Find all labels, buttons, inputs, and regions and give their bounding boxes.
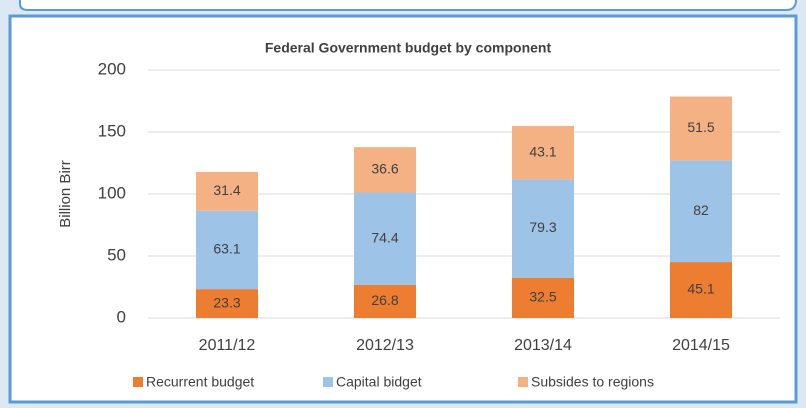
bar-segment bbox=[196, 289, 258, 318]
bar-segment bbox=[196, 210, 258, 290]
bar-segment bbox=[670, 160, 732, 263]
bar-segment bbox=[512, 125, 574, 180]
x-tick-label: 2013/14 bbox=[514, 337, 572, 354]
y-tick-label: 150 bbox=[98, 121, 126, 140]
x-tick-label: 2012/13 bbox=[356, 337, 414, 354]
y-tick-label: 50 bbox=[107, 245, 126, 264]
data-label: 43.1 bbox=[529, 143, 556, 159]
data-label: 26.8 bbox=[371, 292, 398, 308]
legend-label: Recurrent budget bbox=[146, 374, 254, 390]
legend-label: Capital bidget bbox=[336, 374, 422, 390]
data-label: 51.5 bbox=[687, 119, 714, 135]
bar-segment bbox=[512, 277, 574, 318]
legend-label: Subsides to regions bbox=[531, 374, 654, 390]
data-label: 82 bbox=[693, 202, 709, 218]
data-label: 32.5 bbox=[529, 289, 556, 305]
y-tick-label: 200 bbox=[98, 59, 126, 78]
data-label: 74.4 bbox=[371, 229, 398, 245]
legend-swatch bbox=[133, 377, 143, 387]
chart-title: Federal Government budget by component bbox=[265, 40, 552, 56]
x-tick-label: 2011/12 bbox=[199, 337, 256, 354]
data-label: 45.1 bbox=[687, 281, 714, 297]
data-label: 63.1 bbox=[213, 241, 240, 257]
bar-segment bbox=[196, 171, 258, 211]
bar-segment bbox=[354, 147, 416, 193]
y-tick-label: 100 bbox=[98, 183, 126, 202]
top-panel bbox=[19, 0, 797, 11]
bar-segment bbox=[670, 96, 732, 161]
data-label: 79.3 bbox=[529, 219, 556, 235]
legend-swatch bbox=[518, 377, 528, 387]
x-tick-label: 2014/15 bbox=[672, 337, 730, 354]
data-label: 23.3 bbox=[213, 294, 240, 310]
y-axis-label: Billion Birr bbox=[57, 160, 74, 228]
bar-segment bbox=[354, 192, 416, 285]
data-label: 31.4 bbox=[213, 182, 240, 198]
legend-swatch bbox=[323, 377, 333, 387]
y-tick-label: 0 bbox=[117, 307, 126, 326]
bar-segment bbox=[354, 284, 416, 318]
data-label: 36.6 bbox=[371, 161, 398, 177]
bar-segment bbox=[670, 262, 732, 318]
bar-segment bbox=[512, 179, 574, 278]
